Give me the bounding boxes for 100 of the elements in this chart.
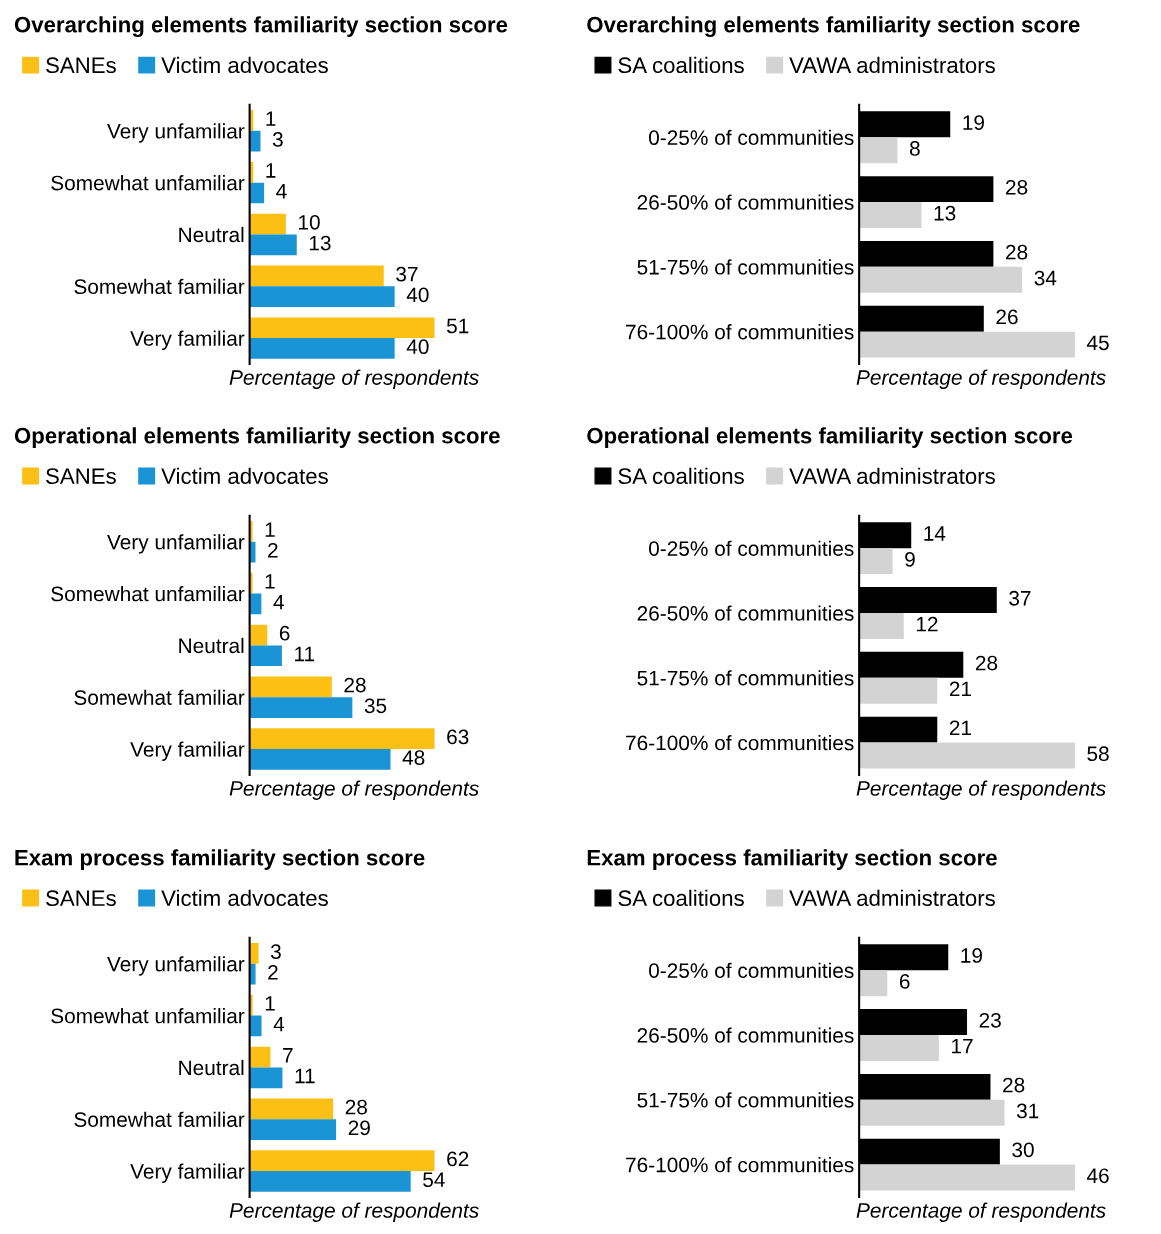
x-axis-title: Percentage of respondents bbox=[229, 780, 479, 800]
y-tick-label: 76-100% of communities bbox=[626, 1157, 854, 1173]
data-label: 3 bbox=[272, 132, 283, 147]
data-label: 1 bbox=[265, 996, 275, 1011]
y-tick-label: Neutral bbox=[179, 637, 244, 654]
data-label: 13 bbox=[309, 235, 331, 251]
data-label: 13 bbox=[934, 205, 956, 221]
y-tick-label: Very unfamiliar bbox=[107, 956, 245, 976]
data-label: 2 bbox=[268, 964, 278, 980]
y-tick-label: Very familiar bbox=[130, 741, 245, 761]
y-tick-label: Very familiar bbox=[130, 1163, 245, 1183]
legend-label: Victim advocates bbox=[161, 889, 328, 907]
legend-label: SANEs bbox=[46, 57, 116, 74]
data-label: 51 bbox=[446, 318, 469, 334]
data-label: 40 bbox=[406, 287, 429, 303]
data-label: 28 bbox=[344, 677, 366, 693]
y-tick-label: 51-75% of communities bbox=[637, 259, 854, 275]
chart-title: Exam process familiarity section score bbox=[15, 849, 425, 870]
data-label: 62 bbox=[447, 1151, 469, 1167]
y-tick-label: 0-25% of communities bbox=[649, 962, 854, 978]
y-tick-label: 26-50% of communities bbox=[637, 194, 854, 210]
legend-label: SA coalitions bbox=[618, 56, 744, 74]
x-axis-title: Percentage of respondents bbox=[229, 369, 479, 390]
y-tick-label: Somewhat unfamiliar bbox=[51, 1008, 245, 1024]
data-label: 21 bbox=[949, 720, 971, 735]
y-tick-label: Very unfamiliar bbox=[107, 534, 245, 554]
data-label: 1 bbox=[266, 111, 276, 126]
data-label: 19 bbox=[961, 948, 983, 963]
chart-title: Exam process familiarity section score bbox=[587, 849, 997, 870]
data-label: 1 bbox=[265, 522, 275, 537]
data-label: 28 bbox=[975, 655, 998, 671]
y-tick-label: Neutral bbox=[179, 1059, 244, 1076]
x-axis-title: Percentage of respondents bbox=[856, 369, 1106, 390]
data-label: 6 bbox=[899, 974, 910, 989]
legend-label: SANEs bbox=[46, 890, 116, 907]
y-tick-label: 26-50% of communities bbox=[637, 1027, 854, 1043]
data-label: 40 bbox=[406, 339, 429, 355]
data-label: 17 bbox=[952, 1039, 973, 1054]
y-tick-label: 0-25% of communities bbox=[649, 129, 854, 146]
y-tick-label: Very unfamiliar bbox=[107, 123, 245, 143]
data-label: 29 bbox=[348, 1120, 370, 1136]
data-label: 1 bbox=[265, 574, 275, 589]
data-label: 8 bbox=[909, 141, 920, 156]
data-label: 63 bbox=[447, 729, 469, 745]
data-label: 12 bbox=[916, 616, 938, 632]
data-label: 31 bbox=[1016, 1103, 1039, 1119]
data-label: 37 bbox=[1009, 590, 1031, 606]
data-label: 28 bbox=[345, 1099, 367, 1115]
data-label: 9 bbox=[905, 552, 915, 567]
y-tick-label: 51-75% of communities bbox=[637, 1092, 854, 1108]
legend-label: SA coalitions bbox=[618, 467, 744, 485]
data-label: 6 bbox=[279, 625, 290, 641]
data-label: 26 bbox=[996, 309, 1018, 325]
data-label: 4 bbox=[276, 184, 287, 199]
data-label: 4 bbox=[273, 594, 284, 610]
data-label: 10 bbox=[299, 214, 320, 230]
chart-title: Operational elements familiarity section score bbox=[587, 427, 1073, 448]
y-tick-label: 76-100% of communities bbox=[626, 324, 854, 340]
legend-label: Victim advocates bbox=[161, 56, 328, 74]
y-tick-label: Somewhat familiar bbox=[74, 278, 245, 295]
data-label: 11 bbox=[295, 1068, 315, 1084]
legend-label: Victim advocates bbox=[161, 467, 328, 485]
legend-label: VAWA administrators bbox=[789, 889, 995, 907]
legend-label: VAWA administrators bbox=[789, 467, 995, 485]
y-tick-label: 76-100% of communities bbox=[626, 735, 854, 751]
chart-title: Overarching elements familiarity section score bbox=[14, 16, 508, 38]
y-tick-label: 51-75% of communities bbox=[637, 670, 854, 686]
data-label: 54 bbox=[423, 1172, 445, 1188]
legend-label: VAWA administrators bbox=[789, 56, 995, 74]
data-label: 35 bbox=[364, 698, 387, 714]
data-label: 23 bbox=[979, 1012, 1001, 1028]
data-label: 4 bbox=[273, 1017, 285, 1032]
data-label: 30 bbox=[1012, 1142, 1034, 1158]
data-label: 28 bbox=[1006, 244, 1028, 260]
y-tick-label: Neutral bbox=[179, 226, 244, 243]
data-label: 11 bbox=[295, 646, 315, 662]
y-tick-label: 26-50% of communities bbox=[637, 605, 854, 621]
data-label: 34 bbox=[1034, 270, 1057, 286]
x-axis-title: Percentage of respondents bbox=[229, 1202, 479, 1222]
x-axis-title: Percentage of respondents bbox=[856, 1202, 1106, 1222]
data-label: 37 bbox=[396, 266, 418, 282]
data-label: 46 bbox=[1086, 1168, 1109, 1184]
data-label: 7 bbox=[283, 1048, 293, 1063]
y-tick-label: 0-25% of communities bbox=[649, 540, 854, 556]
data-label: 21 bbox=[949, 681, 971, 697]
legend-label: SA coalitions bbox=[618, 889, 744, 907]
data-label: 2 bbox=[268, 542, 278, 558]
legend-label: SANEs bbox=[46, 468, 116, 485]
data-label: 58 bbox=[1087, 746, 1109, 762]
data-label: 14 bbox=[924, 526, 946, 541]
data-label: 3 bbox=[270, 944, 281, 959]
y-tick-label: Somewhat unfamiliar bbox=[51, 586, 245, 602]
data-label: 28 bbox=[1006, 179, 1028, 195]
y-tick-label: Somewhat familiar bbox=[74, 689, 245, 705]
y-tick-label: Somewhat unfamiliar bbox=[51, 175, 245, 191]
data-label: 19 bbox=[963, 115, 984, 130]
y-tick-label: Somewhat familiar bbox=[74, 1111, 245, 1127]
chart-title: Operational elements familiarity section score bbox=[14, 427, 500, 448]
chart-title: Overarching elements familiarity section score bbox=[587, 16, 1080, 38]
x-axis-title: Percentage of respondents bbox=[856, 780, 1106, 800]
